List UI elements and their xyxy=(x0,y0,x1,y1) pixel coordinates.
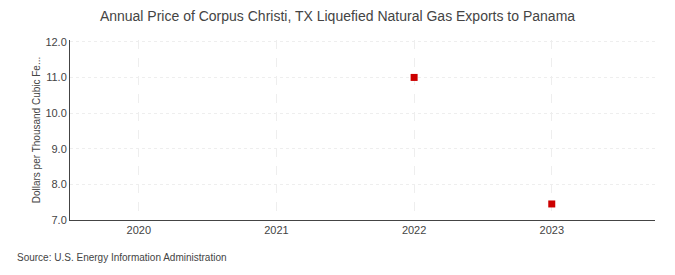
svg-text:10.0: 10.0 xyxy=(45,107,66,119)
svg-text:Source: U.S. Energy Informatio: Source: U.S. Energy Information Administ… xyxy=(17,252,227,263)
svg-text:11.0: 11.0 xyxy=(46,71,67,83)
svg-text:2021: 2021 xyxy=(264,224,288,236)
svg-text:7.0: 7.0 xyxy=(52,214,67,226)
svg-text:2022: 2022 xyxy=(402,224,426,236)
svg-text:Dollars per Thousand Cubic Fe.: Dollars per Thousand Cubic Fe... xyxy=(31,57,42,204)
svg-text:8.0: 8.0 xyxy=(52,178,67,190)
svg-text:2023: 2023 xyxy=(540,224,564,236)
svg-text:2020: 2020 xyxy=(127,224,151,236)
svg-text:9.0: 9.0 xyxy=(52,143,67,155)
svg-text:Annual Price of Corpus Christi: Annual Price of Corpus Christi, TX Lique… xyxy=(100,8,575,24)
svg-text:12.0: 12.0 xyxy=(45,36,66,48)
